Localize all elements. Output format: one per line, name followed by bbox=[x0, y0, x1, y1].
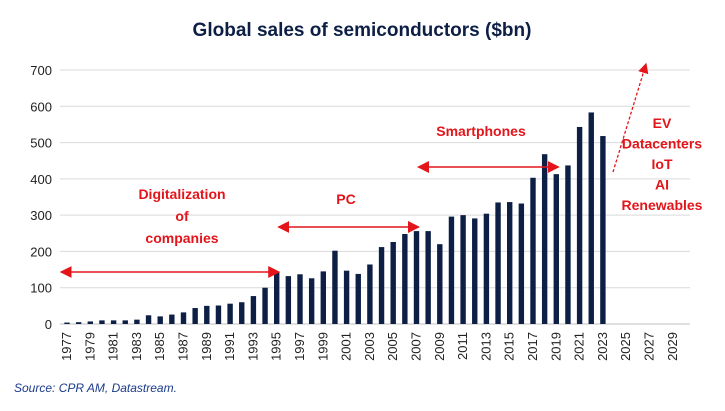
y-tick-label: 300 bbox=[30, 208, 52, 223]
bar bbox=[122, 320, 128, 324]
x-tick-label: 1989 bbox=[199, 332, 214, 361]
bar bbox=[565, 165, 571, 324]
bar bbox=[332, 250, 338, 324]
bar bbox=[99, 320, 105, 324]
x-tick-label: 1993 bbox=[245, 332, 260, 361]
annotation-future-drivers: Datacenters bbox=[622, 136, 702, 152]
bar bbox=[472, 218, 478, 324]
bar bbox=[495, 202, 501, 324]
annotation-future-drivers: AI bbox=[655, 177, 669, 193]
bar bbox=[157, 316, 163, 324]
y-tick-label: 0 bbox=[45, 317, 52, 332]
bar bbox=[343, 270, 350, 324]
bar bbox=[204, 305, 210, 324]
annotation-pc: PC bbox=[336, 191, 355, 207]
x-tick-label: 1983 bbox=[129, 332, 144, 361]
bar bbox=[262, 287, 268, 324]
x-tick-label: 1979 bbox=[82, 332, 97, 361]
annotation-digitalization: of bbox=[175, 208, 189, 224]
bar bbox=[110, 320, 117, 324]
annotation-future-drivers: EV bbox=[653, 115, 672, 131]
bar bbox=[507, 202, 513, 324]
bar bbox=[355, 273, 361, 324]
x-tick-label: 2025 bbox=[618, 332, 633, 361]
x-tick-label: 1995 bbox=[269, 332, 284, 361]
x-tick-label: 1985 bbox=[152, 332, 167, 361]
x-tick-label: 2007 bbox=[409, 332, 424, 361]
x-tick-label: 2023 bbox=[595, 332, 610, 361]
bar bbox=[145, 315, 152, 324]
x-tick-label: 2011 bbox=[455, 332, 470, 360]
bar bbox=[588, 112, 594, 324]
x-tick-label: 2001 bbox=[339, 332, 354, 361]
annotation-digitalization: Digitalization bbox=[138, 186, 225, 202]
x-tick-label: 2013 bbox=[478, 332, 493, 361]
bar bbox=[576, 126, 583, 325]
x-tick-label: 2019 bbox=[548, 332, 563, 361]
bar bbox=[390, 241, 396, 324]
bar bbox=[215, 305, 222, 324]
bar bbox=[320, 271, 326, 324]
bar bbox=[180, 312, 187, 324]
x-tick-label: 1991 bbox=[222, 332, 237, 361]
bar bbox=[367, 264, 373, 324]
bar bbox=[437, 244, 443, 324]
x-tick-label: 2005 bbox=[385, 332, 400, 361]
x-tick-label: 2015 bbox=[502, 332, 517, 361]
x-tick-label: 2017 bbox=[525, 332, 540, 361]
y-tick-label: 400 bbox=[30, 172, 52, 187]
bar bbox=[483, 213, 490, 324]
annotation-future-drivers: Renewables bbox=[622, 197, 703, 213]
bar bbox=[413, 231, 420, 324]
bar bbox=[402, 234, 408, 324]
x-tick-label: 2029 bbox=[665, 332, 680, 361]
bar bbox=[308, 278, 315, 324]
x-tick-label: 1977 bbox=[59, 332, 74, 361]
bar bbox=[239, 302, 245, 324]
x-tick-label: 1987 bbox=[176, 332, 191, 361]
bar bbox=[448, 216, 455, 324]
bar bbox=[87, 321, 93, 324]
bar bbox=[134, 319, 140, 324]
annotation-smartphones: Smartphones bbox=[436, 123, 526, 139]
chart-title: Global sales of semiconductors ($bn) bbox=[193, 20, 532, 41]
bar bbox=[64, 322, 70, 324]
bar bbox=[600, 136, 606, 324]
bar bbox=[530, 177, 536, 324]
x-tick-label: 2009 bbox=[432, 332, 447, 361]
x-tick-label: 1981 bbox=[106, 332, 121, 361]
bar bbox=[541, 154, 548, 324]
x-tick-label: 2021 bbox=[572, 332, 587, 361]
x-tick-label: 1999 bbox=[315, 332, 330, 361]
bar bbox=[297, 274, 303, 324]
y-tick-label: 200 bbox=[30, 244, 52, 259]
bar bbox=[425, 231, 431, 324]
bar bbox=[518, 203, 525, 324]
future-growth-arrow bbox=[612, 62, 649, 173]
bar bbox=[227, 303, 233, 324]
y-tick-label: 700 bbox=[30, 63, 52, 78]
x-tick-label: 2003 bbox=[362, 332, 377, 361]
y-tick-label: 600 bbox=[30, 99, 52, 114]
annotation-future-drivers: IoT bbox=[652, 156, 673, 172]
bar bbox=[274, 272, 280, 324]
bar bbox=[75, 322, 82, 324]
annotation-digitalization: companies bbox=[145, 230, 218, 246]
x-tick-label: 2027 bbox=[642, 332, 657, 361]
bar bbox=[378, 247, 385, 324]
bar bbox=[460, 215, 466, 324]
bar bbox=[285, 276, 292, 324]
x-tick-label: 1997 bbox=[292, 332, 307, 361]
bar bbox=[553, 174, 559, 324]
bar bbox=[192, 308, 198, 324]
bar bbox=[250, 296, 257, 324]
bar bbox=[169, 314, 175, 324]
y-tick-label: 500 bbox=[30, 136, 52, 151]
source-note: Source: CPR AM, Datastream. bbox=[14, 381, 177, 395]
y-tick-label: 100 bbox=[30, 281, 52, 296]
